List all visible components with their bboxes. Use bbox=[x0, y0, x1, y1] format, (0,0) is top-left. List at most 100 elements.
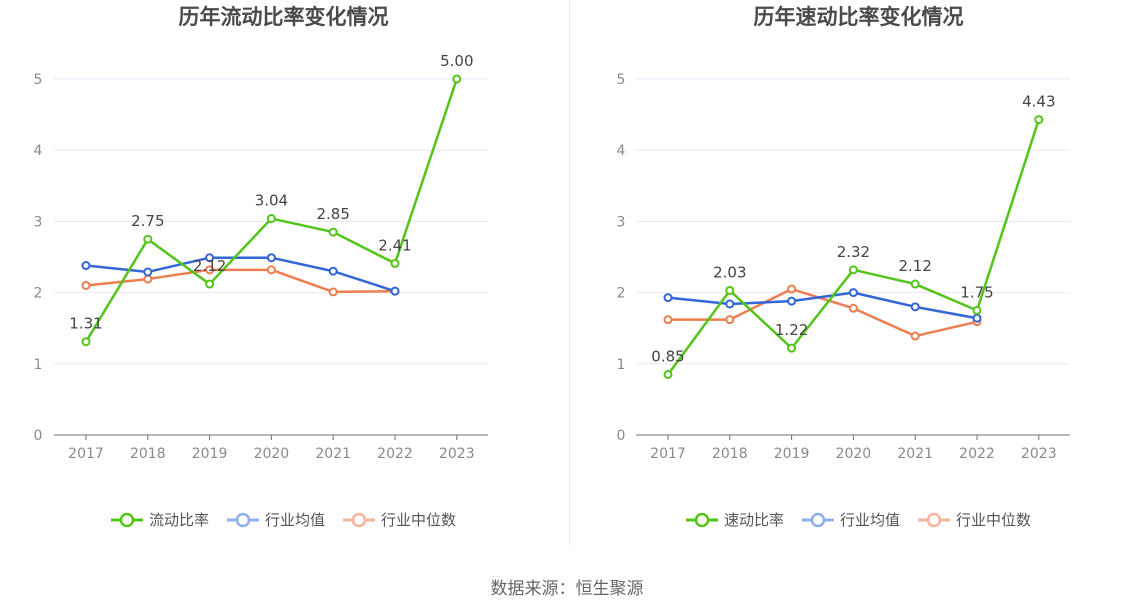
chart-title: 历年流动比率变化情况 bbox=[178, 5, 389, 29]
data-label: 2.32 bbox=[837, 243, 870, 261]
legend: 速动比率 行业均值 行业中位数 bbox=[583, 509, 1134, 530]
y-tick-label: 0 bbox=[34, 428, 43, 444]
legend-label: 行业均值 bbox=[264, 511, 325, 529]
x-tick-label: 2022 bbox=[959, 446, 995, 462]
x-tick-label: 2019 bbox=[774, 446, 810, 462]
data-label: 1.31 bbox=[69, 315, 102, 333]
y-tick-label: 2 bbox=[617, 286, 626, 302]
legend: 流动比率 行业均值 行业中位数 bbox=[0, 509, 567, 530]
data-point bbox=[205, 265, 215, 275]
data-point bbox=[663, 369, 673, 379]
x-tick-label: 2017 bbox=[650, 446, 686, 462]
data-point bbox=[452, 74, 462, 84]
data-point bbox=[81, 261, 91, 271]
data-label: 2.85 bbox=[316, 205, 349, 223]
x-tick-label: 2020 bbox=[254, 446, 290, 462]
data-point bbox=[910, 331, 920, 341]
x-tick-label: 2018 bbox=[130, 446, 166, 462]
data-label: 5.00 bbox=[440, 52, 473, 70]
x-tick-label: 2023 bbox=[1021, 446, 1057, 462]
data-label: 3.04 bbox=[255, 192, 288, 210]
data-point bbox=[972, 305, 982, 315]
x-tick-label: 2018 bbox=[712, 446, 748, 462]
data-point bbox=[1034, 115, 1044, 125]
data-point bbox=[848, 288, 858, 298]
x-tick-label: 2017 bbox=[68, 446, 104, 462]
quick-ratio-chart: 历年速动比率变化情况 0 1 2 3 4 5 2017 2018 2019 2020 2021 202… bbox=[583, 0, 1134, 560]
data-point bbox=[205, 279, 215, 289]
x-tick-label: 2022 bbox=[377, 446, 413, 462]
data-label: 0.85 bbox=[651, 347, 684, 365]
y-tick-label: 2 bbox=[34, 286, 43, 302]
data-point bbox=[787, 296, 797, 306]
y-tick-label: 4 bbox=[617, 143, 626, 159]
y-tick-label: 3 bbox=[617, 214, 626, 230]
data-point bbox=[725, 285, 735, 295]
data-label: 4.43 bbox=[1022, 93, 1055, 111]
legend-item-industry-mean[interactable]: 行业均值 bbox=[801, 509, 900, 530]
legend-marker-icon bbox=[343, 512, 375, 527]
data-point bbox=[848, 265, 858, 275]
legend-item-series-1[interactable]: 流动比率 bbox=[110, 509, 209, 530]
x-tick-label: 2020 bbox=[836, 446, 872, 462]
data-point bbox=[81, 337, 91, 347]
legend-item-industry-median[interactable]: 行业中位数 bbox=[343, 509, 456, 530]
legend-item-series-1[interactable]: 速动比率 bbox=[685, 509, 784, 530]
y-tick-label: 4 bbox=[34, 143, 43, 159]
legend-marker-icon bbox=[226, 512, 259, 527]
series-line bbox=[85, 268, 396, 294]
current-ratio-plot: 0 1 2 3 4 5 2017 2018 2019 2020 2021 2022 2023 1.31 2.… bbox=[34, 52, 488, 462]
legend-item-industry-mean[interactable]: 行业均值 bbox=[226, 509, 325, 530]
data-point bbox=[390, 286, 400, 296]
x-tick-label: 2021 bbox=[897, 446, 933, 462]
legend-label: 行业中位数 bbox=[381, 511, 457, 529]
data-label: 2.41 bbox=[378, 236, 411, 254]
data-point bbox=[143, 274, 153, 284]
data-point bbox=[972, 313, 982, 323]
data-point bbox=[328, 287, 338, 297]
data-point bbox=[328, 227, 338, 237]
data-source-note: 数据来源：恒生聚源 bbox=[490, 579, 644, 599]
data-label: 1.75 bbox=[960, 283, 993, 301]
data-point bbox=[910, 302, 920, 312]
y-tick-label: 5 bbox=[34, 72, 43, 88]
data-label: 2.75 bbox=[131, 212, 164, 230]
data-label: 2.12 bbox=[193, 257, 226, 275]
legend-marker-icon bbox=[685, 512, 718, 527]
legend-marker-icon bbox=[110, 512, 143, 527]
data-point bbox=[205, 253, 215, 263]
data-point bbox=[787, 284, 797, 294]
data-point bbox=[390, 258, 400, 268]
data-point bbox=[725, 315, 735, 325]
series-line bbox=[667, 291, 978, 320]
legend-marker-icon bbox=[801, 512, 834, 527]
data-label: 1.22 bbox=[775, 321, 808, 339]
x-tick-label: 2021 bbox=[315, 446, 351, 462]
data-point bbox=[848, 303, 858, 313]
panel-divider bbox=[569, 0, 570, 545]
data-point bbox=[266, 214, 276, 224]
data-point bbox=[328, 266, 338, 276]
x-tick-label: 2019 bbox=[192, 446, 228, 462]
legend-marker-icon bbox=[918, 512, 950, 527]
data-point bbox=[143, 267, 153, 277]
data-point bbox=[663, 293, 673, 303]
data-label: 2.03 bbox=[713, 263, 746, 281]
legend-label: 行业均值 bbox=[839, 511, 900, 529]
legend-item-industry-median[interactable]: 行业中位数 bbox=[918, 509, 1031, 530]
data-point bbox=[910, 279, 920, 289]
y-tick-label: 1 bbox=[617, 357, 626, 373]
data-point bbox=[787, 343, 797, 353]
y-tick-label: 0 bbox=[617, 428, 626, 444]
current-ratio-chart: 历年流动比率变化情况 0 1 2 3 4 5 2017 2018 2019 2020 2021 202… bbox=[0, 0, 567, 560]
series-line bbox=[668, 287, 978, 338]
data-point bbox=[81, 280, 91, 290]
data-point bbox=[266, 265, 276, 275]
y-tick-label: 3 bbox=[34, 214, 43, 230]
legend-label: 行业中位数 bbox=[956, 511, 1032, 529]
series-line bbox=[84, 78, 458, 343]
chart-title: 历年速动比率变化情况 bbox=[753, 5, 964, 29]
data-point bbox=[266, 253, 276, 263]
data-point bbox=[663, 315, 673, 325]
